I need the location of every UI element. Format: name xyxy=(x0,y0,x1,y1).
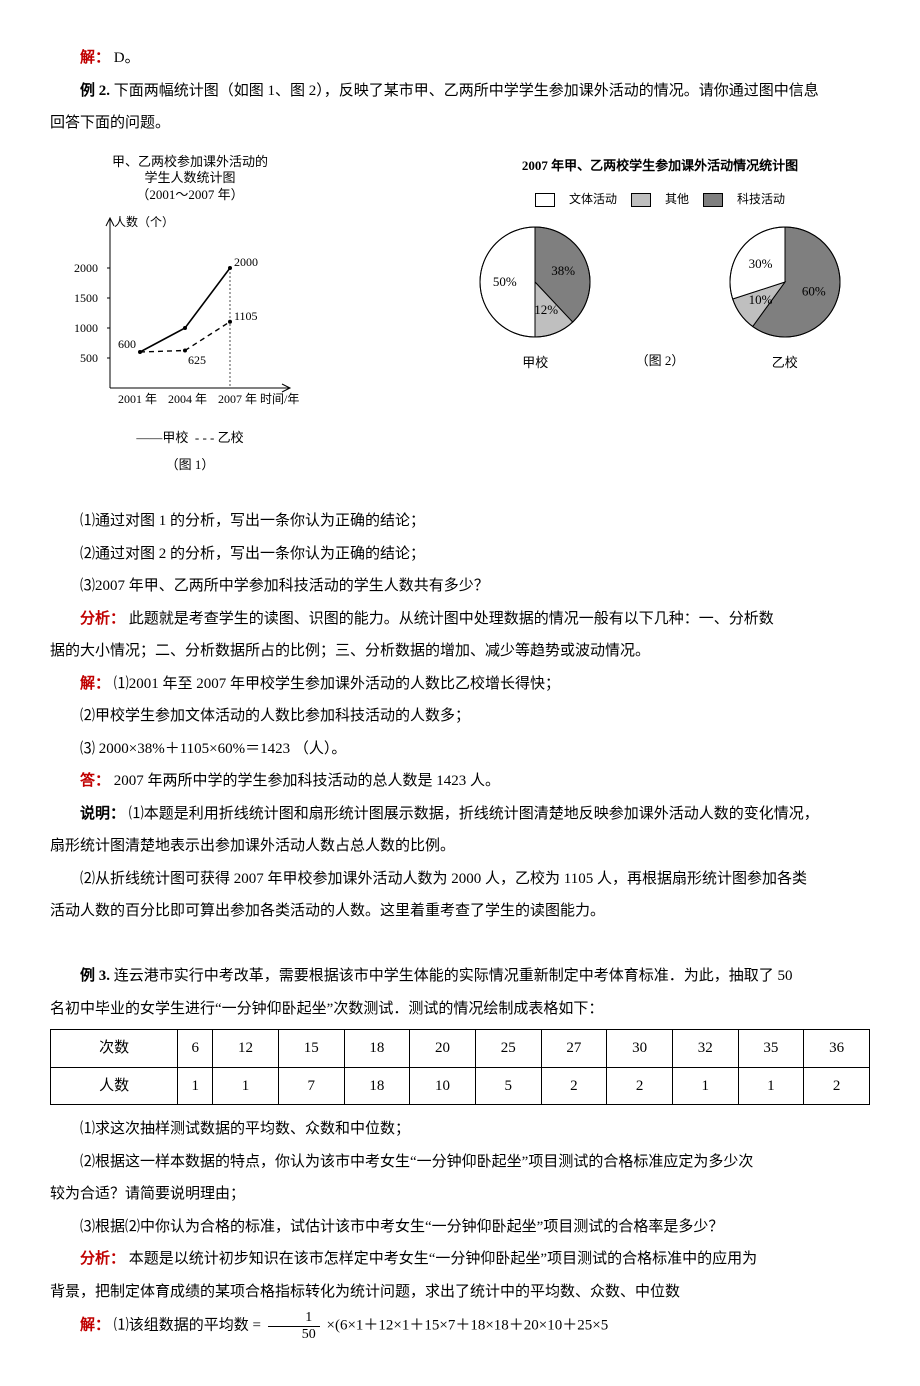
q3-1: ⑴求这次抽样测试数据的平均数、众数和中位数； xyxy=(50,1115,870,1144)
sol-p3: ⑶ 2000×38%＋1105×60%＝1423 （人）。 xyxy=(50,735,870,764)
ytick-500: 500 xyxy=(80,351,98,365)
ex3-stem-2: 名初中毕业的女学生进行“一分钟仰卧起坐”次数测试．测试的情况绘制成表格如下： xyxy=(50,995,870,1024)
line-chart-title-l3: （2001～2007 年） xyxy=(136,187,243,202)
svg-text:30%: 30% xyxy=(748,256,772,271)
q1: ⑴通过对图 1 的分析，写出一条你认为正确的结论； xyxy=(50,507,870,536)
ex2-label: 例 2. xyxy=(80,83,110,99)
analysis3-p1: 分析： 本题是以统计初步知识在该市怎样定中考女生“一分钟仰卧起坐”项目测试的合格… xyxy=(50,1245,870,1274)
q3-3: ⑶根据⑵中你认为合格的标准，试估计该市中考女生“一分钟仰卧起坐”项目测试的合格率… xyxy=(50,1213,870,1242)
frac-den: 50 xyxy=(268,1327,320,1342)
explain-p2b: 活动人数的百分比即可算出参加各类活动的人数。这里着重考查了学生的读图能力。 xyxy=(50,897,870,926)
pie-jia: 38% 12% 50% xyxy=(465,217,605,347)
sol-p1: 解： ⑴2001 年至 2007 年甲校学生参加课外活动的人数比乙校增长得快； xyxy=(50,670,870,699)
pie-yi-label: 乙校 xyxy=(772,351,798,376)
row-head-counts: 人数 xyxy=(51,1067,178,1105)
ytick-2000: 2000 xyxy=(74,261,98,275)
x-axis-label: 时间/年 xyxy=(260,392,299,406)
table-row-times: 次数 6 12 15 18 20 25 27 30 32 35 36 xyxy=(51,1030,870,1068)
pie-yi: 60% 10% 30% xyxy=(715,217,855,347)
ans-text: 2007 年两所中学的学生参加科技活动的总人数是 1423 人。 xyxy=(114,773,500,789)
analysis3-p2: 背景，把制定体育成绩的某项合格指标转化为统计问题，求出了统计中的平均数、众数、中… xyxy=(50,1278,870,1307)
ytick-1500: 1500 xyxy=(74,291,98,305)
ytick-1000: 1000 xyxy=(74,321,98,335)
y-axis-label: 人数（个） xyxy=(114,214,174,229)
annot-625: 625 xyxy=(188,353,206,367)
annot-600: 600 xyxy=(118,337,136,351)
legend-box-keji xyxy=(703,193,723,207)
sol3-lead: ⑴该组数据的平均数 = xyxy=(114,1318,261,1334)
legend-box-qita xyxy=(631,193,651,207)
q2: ⑵通过对图 2 的分析，写出一条你认为正确的结论； xyxy=(50,540,870,569)
line-chart-svg: 500 1000 1500 2000 人数（个） 2001 年 2004 年 2… xyxy=(60,208,320,418)
legend-yi: 乙校 xyxy=(218,430,244,445)
prev-answer: 解： D。 xyxy=(50,44,870,73)
line-chart-title: 甲、乙两校参加课外活动的 学生人数统计图 （2001～2007 年） xyxy=(50,154,330,205)
pie-title: 2007 年甲、乙两校学生参加课外活动情况统计图 xyxy=(450,154,870,179)
q3-2b: 较为合适？请简要说明理由； xyxy=(50,1180,870,1209)
pie-jia-label: 甲校 xyxy=(522,351,548,376)
sol-label: 解： xyxy=(80,676,110,692)
sol3-p: 解： ⑴该组数据的平均数 = 1 50 ×(6×1＋12×1＋15×7＋18×1… xyxy=(50,1310,870,1342)
analysis3-a: 本题是以统计初步知识在该市怎样定中考女生“一分钟仰卧起坐”项目测试的合格标准中的… xyxy=(129,1251,757,1267)
explain-1a: ⑴本题是利用折线统计图和扇形统计图展示数据，折线统计图清楚地反映参加课外活动人数… xyxy=(129,806,819,822)
ex3-stem-1: 例 3. 连云港市实行中考改革，需要根据该市中学生体能的实际情况重新制定中考体育… xyxy=(50,962,870,991)
xtick-2001: 2001 年 xyxy=(118,392,157,406)
answer-label: 解： xyxy=(80,50,110,66)
answer-value: D。 xyxy=(114,50,140,66)
xtick-2004: 2004 年 xyxy=(168,392,207,406)
analysis-a: 此题就是考查学生的读图、识图的能力。从统计图中处理数据的情况一般有以下几种：一、… xyxy=(129,611,774,627)
svg-text:60%: 60% xyxy=(802,283,826,298)
legend-box-wenti xyxy=(535,193,555,207)
legend-qita: 其他 xyxy=(665,188,689,211)
annot-2000: 2000 xyxy=(234,255,258,269)
svg-text:10%: 10% xyxy=(748,292,772,307)
svg-text:12%: 12% xyxy=(534,302,558,317)
series-jia xyxy=(140,268,230,352)
analysis3-label: 分析： xyxy=(80,1251,125,1267)
ex2-stem-line1: 例 2. 下面两幅统计图（如图 1、图 2），反映了某市甲、乙两所中学学生参加课… xyxy=(50,77,870,106)
table-row-counts: 人数 1 1 7 18 10 5 2 2 1 1 2 xyxy=(51,1067,870,1105)
pie-jia-wrap: 38% 12% 50% 甲校 xyxy=(465,217,605,376)
row-head-times: 次数 xyxy=(51,1030,178,1068)
line-chart-block: 甲、乙两校参加课外活动的 学生人数统计图 （2001～2007 年） 500 xyxy=(50,154,330,478)
svg-text:50%: 50% xyxy=(493,274,517,289)
explain-p1: 说明： ⑴本题是利用折线统计图和扇形统计图展示数据，折线统计图清楚地反映参加课外… xyxy=(50,800,870,829)
xtick-2007: 2007 年 xyxy=(218,392,257,406)
line-chart-legend: ——甲校 - - - 乙校 xyxy=(50,426,330,451)
frac-num: 1 xyxy=(268,1310,320,1326)
charts-row: 甲、乙两校参加课外活动的 学生人数统计图 （2001～2007 年） 500 xyxy=(50,154,870,478)
annot-1105: 1105 xyxy=(234,309,258,323)
ans-label: 答： xyxy=(80,773,110,789)
explain-p2a: ⑵从折线统计图可获得 2007 年甲校参加课外活动人数为 2000 人，乙校为 … xyxy=(50,865,870,894)
line-chart-title-l1: 甲、乙两校参加课外活动的 xyxy=(112,154,268,169)
ex2-stem-line2: 回答下面的问题。 xyxy=(50,109,870,138)
pie-legend: 文体活动 其他 科技活动 xyxy=(450,188,870,211)
q3: ⑶2007 年甲、乙两所中学参加科技活动的学生人数共有多少？ xyxy=(50,572,870,601)
sol3-label: 解： xyxy=(80,1318,110,1334)
explain-p1b: 扇形统计图清楚地表示出参加课外活动人数占总人数的比例。 xyxy=(50,832,870,861)
data-table: 次数 6 12 15 18 20 25 27 30 32 35 36 人数 1 … xyxy=(50,1029,870,1105)
sol-p2: ⑵甲校学生参加文体活动的人数比参加科技活动的人数多； xyxy=(50,702,870,731)
fig1-label: （图 1） xyxy=(50,453,330,478)
analysis-p2: 据的大小情况；二、分析数据所占的比例；三、分析数据的增加、减少等趋势或波动情况。 xyxy=(50,637,870,666)
ex2-stem-a: 下面两幅统计图（如图 1、图 2），反映了某市甲、乙两所中学学生参加课外活动的情… xyxy=(114,83,819,99)
q3-2a: ⑵根据这一样本数据的特点，你认为该市中考女生“一分钟仰卧起坐”项目测试的合格标准… xyxy=(50,1148,870,1177)
line-chart-title-l2: 学生人数统计图 xyxy=(144,170,235,185)
analysis-p1: 分析： 此题就是考查学生的读图、识图的能力。从统计图中处理数据的情况一般有以下几… xyxy=(50,605,870,634)
pie-yi-wrap: 60% 10% 30% 乙校 xyxy=(715,217,855,376)
legend-wenti: 文体活动 xyxy=(569,188,617,211)
sol-s1: ⑴2001 年至 2007 年甲校学生参加课外活动的人数比乙校增长得快； xyxy=(114,676,560,692)
fraction-1-50: 1 50 xyxy=(268,1310,320,1342)
fig2-label: （图 2） xyxy=(636,349,685,376)
pie-block: 2007 年甲、乙两校学生参加课外活动情况统计图 文体活动 其他 科技活动 38… xyxy=(450,154,870,376)
analysis-label: 分析： xyxy=(80,611,125,627)
ex3-label: 例 3. xyxy=(80,968,110,984)
svg-text:38%: 38% xyxy=(551,263,575,278)
ans-p: 答： 2007 年两所中学的学生参加科技活动的总人数是 1423 人。 xyxy=(50,767,870,796)
legend-jia: 甲校 xyxy=(162,430,188,445)
legend-keji: 科技活动 xyxy=(737,188,785,211)
ex3-a: 连云港市实行中考改革，需要根据该市中学生体能的实际情况重新制定中考体育标准．为此… xyxy=(114,968,793,984)
sol3-tail: ×(6×1＋12×1＋15×7＋18×18＋20×10＋25×5 xyxy=(326,1318,608,1334)
explain-label: 说明： xyxy=(80,806,125,822)
